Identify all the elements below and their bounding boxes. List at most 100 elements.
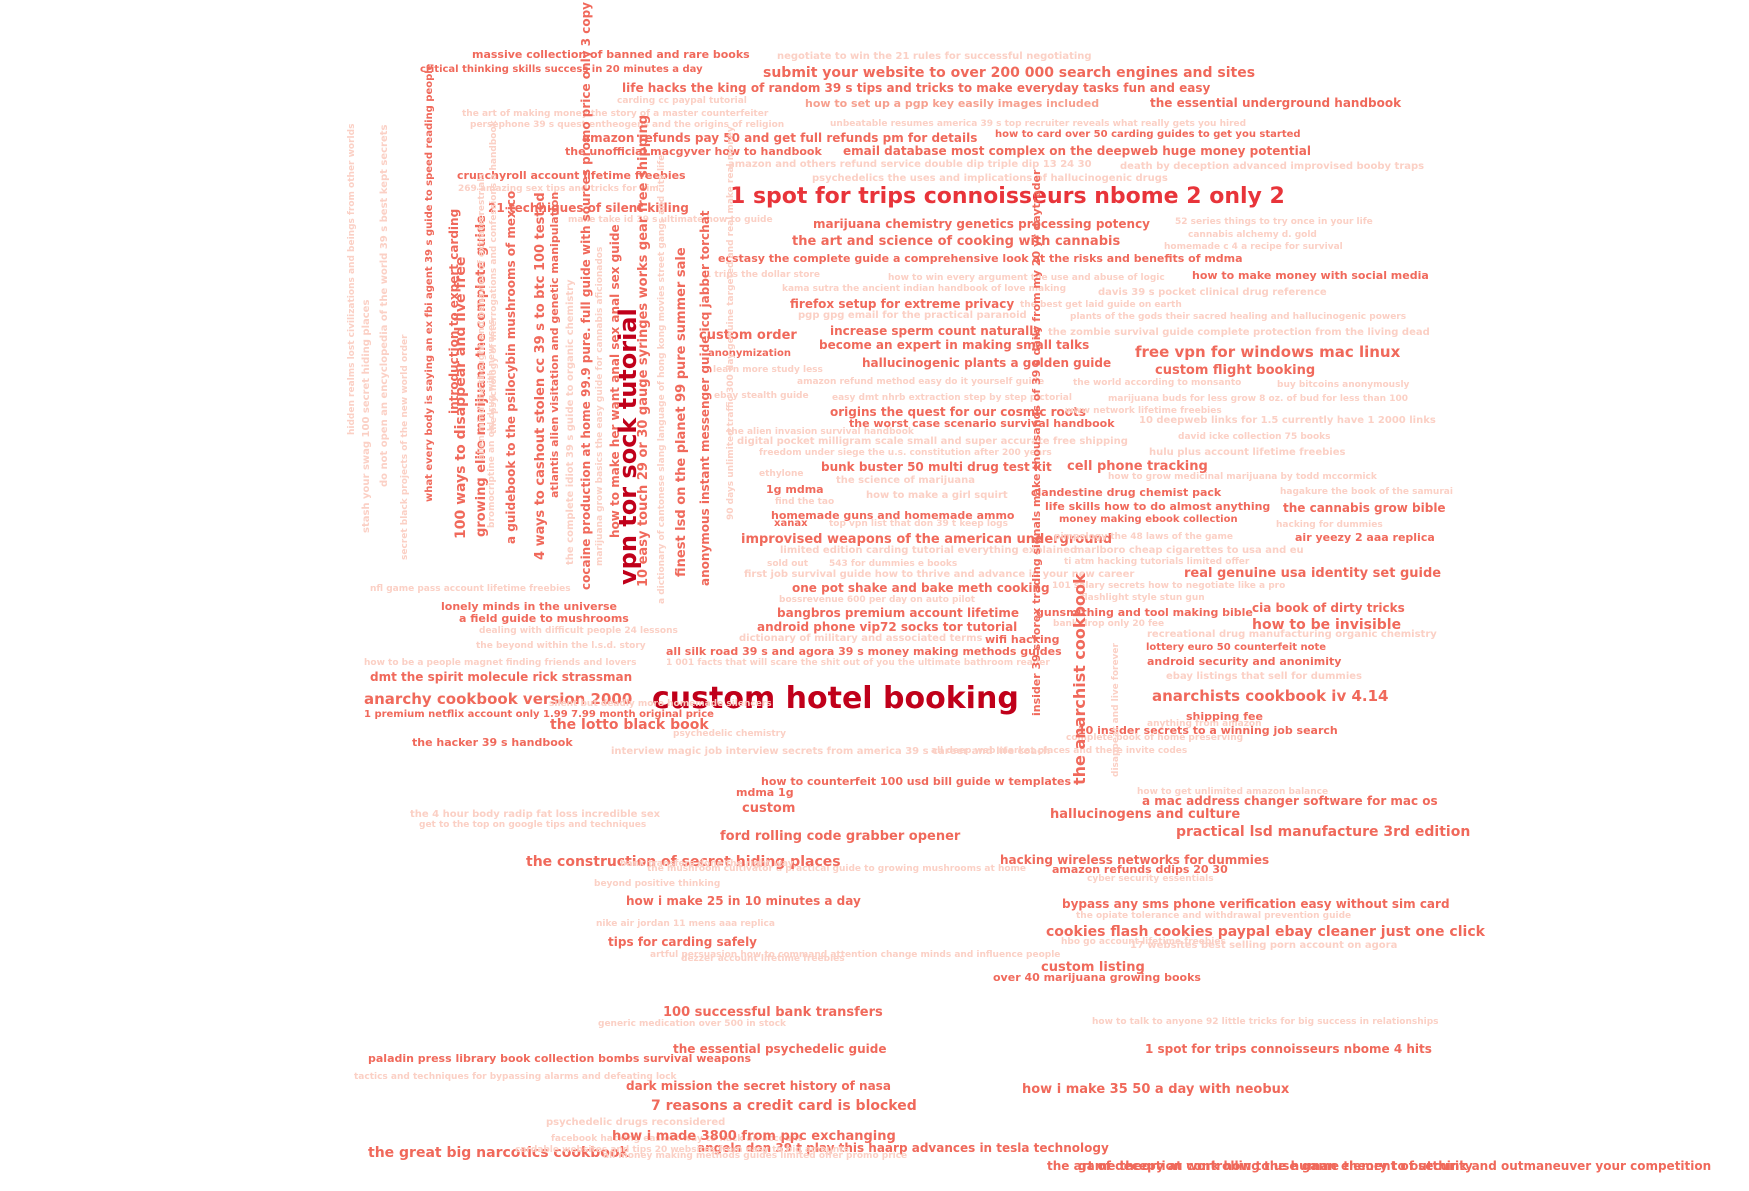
cloud-word: beyond positive thinking <box>594 879 721 889</box>
cloud-word: lonely minds in the universe <box>441 600 618 613</box>
cloud-word: cyber security essentials <box>1087 874 1214 884</box>
cloud-word-vertical: marijuana grow basics the easy guide for… <box>595 246 605 566</box>
cloud-word-vertical: a guidebook to the psilocybin mushrooms … <box>504 190 518 544</box>
cloud-word: the art and science of cooking with cann… <box>792 234 1121 249</box>
cloud-word: how i make 25 in 10 minutes a day <box>626 894 861 908</box>
cloud-word: become an expert in making small talks <box>819 338 1090 352</box>
cloud-word-vertical: cocaine production at home 99.9 pure. fu… <box>579 2 593 591</box>
cloud-word: 10 insider secrets to a winning job sear… <box>1078 724 1338 737</box>
cloud-word: the science of marijuana <box>836 475 975 486</box>
cloud-word: a field guide to mushrooms <box>459 612 629 625</box>
cloud-word: how to win every argument the use and ab… <box>888 273 1165 283</box>
cloud-word: 1 premium netflix account only 1.99 7.99… <box>364 709 714 720</box>
cloud-word: air yeezy 2 aaa replica <box>1295 531 1435 544</box>
cloud-word: hallucinogens and culture <box>1050 807 1241 822</box>
cloud-word: dealing with difficult people 24 lessons <box>479 626 678 636</box>
cloud-word: bossrevenue 600 per day on auto pilot <box>779 595 976 605</box>
cloud-word: limited edition carding tutorial everyth… <box>780 545 1078 556</box>
cloud-word: the alien invasion survival handbook <box>727 427 914 437</box>
cloud-word: 1 trips the dollar store <box>705 270 820 280</box>
cloud-word: interview magic job interview secrets fr… <box>611 746 1051 757</box>
cloud-word: anonymization <box>708 348 791 359</box>
cloud-word: ecstasy the complete guide a comprehensi… <box>718 252 1243 265</box>
cloud-word: easy dmt nhrb extraction step by step pi… <box>832 393 1072 403</box>
cloud-word: digital pocket milligram scale small and… <box>737 436 1128 447</box>
cloud-word: the lotto black book <box>550 717 709 733</box>
cloud-word: money making ebook collection <box>1059 514 1238 525</box>
cloud-word: 1g mdma <box>766 483 824 496</box>
cloud-word: clandestine drug chemist pack <box>1031 486 1222 499</box>
cloud-word: real genuine usa identity set guide <box>1184 566 1442 581</box>
cloud-word: mdma 1g <box>736 786 794 799</box>
cloud-word: buy bitcoins anonymously <box>1277 380 1410 390</box>
cloud-word: android security and anonimity <box>1147 655 1342 668</box>
cloud-word: paladin press library book collection bo… <box>368 1052 752 1065</box>
cloud-word: shipping fee <box>1186 710 1263 723</box>
cloud-word: ford rolling code grabber opener <box>720 829 961 844</box>
cloud-word: the 4 hour body radip fat loss incredibl… <box>410 809 661 820</box>
cloud-word-vertical: 4 ways to cashout stolen cc 39 s to btc … <box>533 192 548 560</box>
cloud-word-vertical: anonymous instant messenger guide icq ja… <box>698 210 712 586</box>
cloud-word: the unofficial macgyver how to handbook <box>565 145 822 158</box>
cloud-word: the construction of secret hiding places <box>526 854 841 870</box>
cloud-word: anarchists cookbook iv 4.14 <box>1152 687 1389 705</box>
cloud-word: 52 series things to try once in your lif… <box>1175 217 1373 227</box>
cloud-word: psychedelics the uses and implications o… <box>812 173 1168 184</box>
cloud-word: anarchy cookbook version 2000 <box>364 690 633 708</box>
cloud-word: homemade guns and homemade ammo <box>771 509 1015 522</box>
cloud-word: massive collection of banned and rare bo… <box>472 48 750 61</box>
cloud-word: 100 successful bank transfers <box>663 1005 883 1020</box>
cloud-word: silent but deadly more homemade silencer… <box>549 699 772 709</box>
cloud-word: how i make 35 50 a day with neobux <box>1022 1082 1290 1097</box>
cloud-word-vertical: the psychology of interrogations and con… <box>489 120 499 434</box>
cloud-word-vertical: what every body is saying an ex fbi agen… <box>424 63 435 502</box>
cloud-word-vertical: insider 39 s forex trading signals make … <box>1030 169 1043 716</box>
cloud-word: tactics and techniques for bypassing ala… <box>354 1072 677 1082</box>
cloud-word: 21 techniques of silent killing <box>488 201 689 215</box>
cloud-word: origins the quest for our cosmic roots <box>830 405 1086 419</box>
cloud-word: anything from amazon <box>1147 719 1262 729</box>
cloud-word: game theory at work how to use game theo… <box>1078 1159 1712 1173</box>
cloud-word: custom listing <box>1041 960 1145 975</box>
cloud-word: lottery euro 50 counterfeit note <box>1146 642 1327 653</box>
cloud-word: email database most complex on the deepw… <box>843 144 1311 158</box>
cloud-word: cookies flash cookies paypal ebay cleane… <box>1046 924 1485 940</box>
cloud-word: how to set up a pgp key easily images in… <box>805 97 1100 110</box>
cloud-word: how to be a people magnet finding friend… <box>364 658 637 668</box>
cloud-word: david icke collection 75 books <box>1178 432 1331 442</box>
cloud-word: 543 for dummies e books <box>829 559 958 569</box>
cloud-word: nike air jordan 11 mens aaa replica <box>596 919 775 929</box>
cloud-word: firefox setup for extreme privacy <box>790 297 1015 311</box>
cloud-word: psychedelic drugs reconsidered <box>546 1117 726 1128</box>
cloud-word: 17 websites best selling porn account on… <box>1130 940 1398 951</box>
cloud-word: android phone vip72 socks tor tutorial <box>757 620 1018 634</box>
cloud-word: the world according to monsanto <box>1073 378 1242 388</box>
cloud-word: hbo go account lifetime freebies <box>1061 937 1226 947</box>
cloud-word-vertical: secret black projects of the new world o… <box>400 334 410 560</box>
cloud-word: how to talk to anyone 92 little tricks f… <box>1092 1017 1439 1027</box>
cloud-word: 1 001 facts that will scare the shit out… <box>666 658 1050 668</box>
cloud-word: ti atm hacking tutorials limited offer <box>1064 557 1250 567</box>
cloud-word: 7 reasons a credit card is blocked <box>651 1098 917 1114</box>
cloud-word: bangbros premium account lifetime <box>777 606 1020 620</box>
cloud-word: 10 deepweb links for 1.5 currently have … <box>1139 415 1436 426</box>
cloud-word: cell phone tracking <box>1067 459 1208 474</box>
cloud-word: the art of making money the story of a m… <box>462 109 769 119</box>
cloud-word: recreational drug manufacturing organic … <box>1147 629 1437 640</box>
cloud-word: nfl game pass account lifetime freebies <box>370 584 571 594</box>
cloud-word: cannabis alchemy d. gold <box>1188 230 1317 240</box>
cloud-word: pimpology the 48 laws of the game <box>1054 532 1233 542</box>
cloud-word: first job survival guide how to thrive a… <box>744 569 1135 580</box>
cloud-word: dezzer account lifetime freebies <box>681 954 845 964</box>
cloud-word: cia book of dirty tricks <box>1252 601 1405 615</box>
cloud-word: hulu plus account lifetime freebies <box>1149 447 1346 458</box>
cloud-word-vertical: stash your swag 100 secret hiding places <box>361 299 372 533</box>
cloud-word: the opiate tolerance and withdrawal prev… <box>1076 911 1352 921</box>
cloud-word: the essential psychedelic guide <box>673 1042 887 1056</box>
cloud-word-vertical: hidden realms lost civilizations and bei… <box>347 123 357 435</box>
cloud-word: all silk road 39 s and agora 39 s money … <box>666 645 1062 658</box>
cloud-word-vertical: alien mind the thought and behavior of e… <box>477 173 487 460</box>
cloud-word: increase sperm count naturally <box>830 324 1042 338</box>
cloud-word: sold out <box>767 559 809 569</box>
